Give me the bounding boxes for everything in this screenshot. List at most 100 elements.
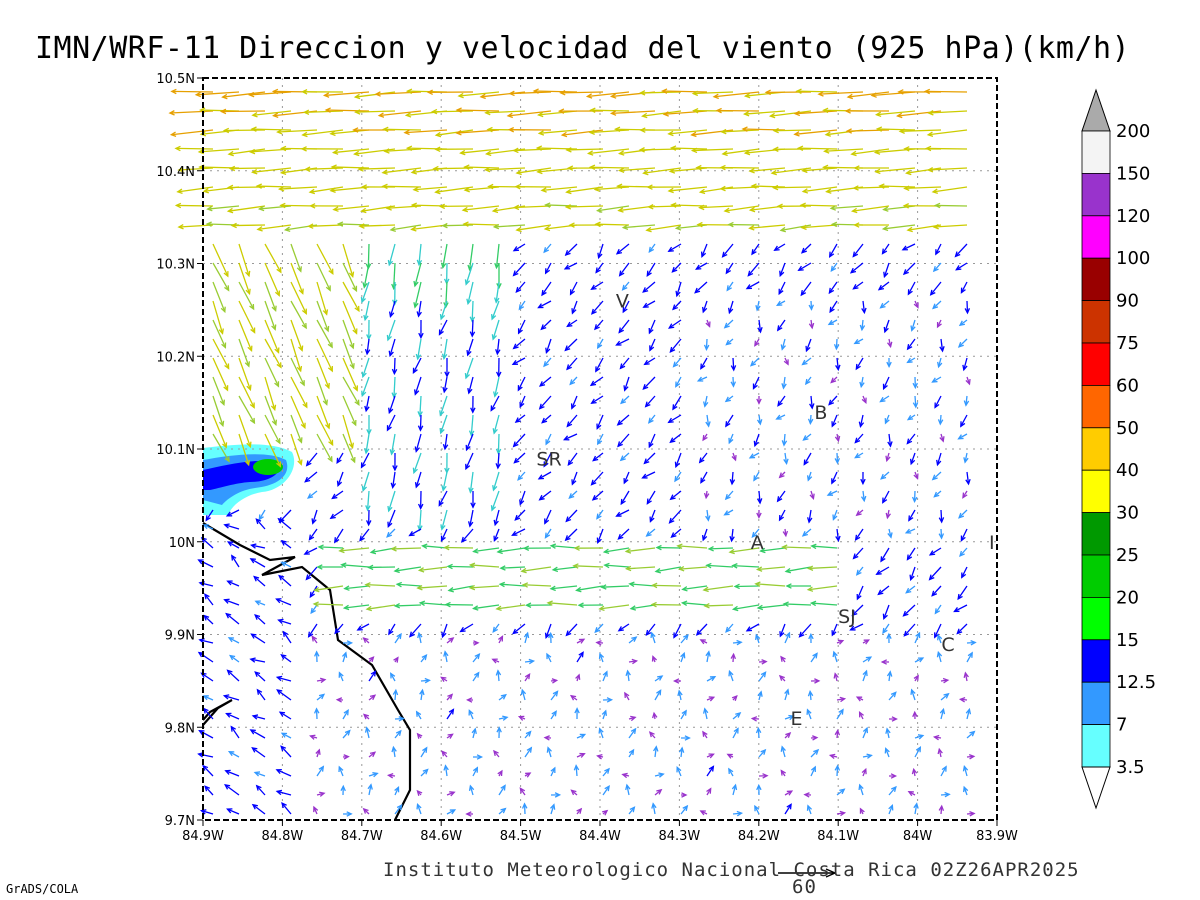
wind-arrow [600,584,630,590]
wind-arrow [468,471,474,494]
wind-arrow [702,433,708,442]
wind-arrow [931,471,942,481]
wind-arrow [446,733,454,739]
wind-arrow [960,281,968,294]
wind-arrow [758,748,767,758]
wind-arrow [690,147,734,154]
wind-arrow [316,433,333,463]
wind-arrow [362,807,370,815]
wind-arrow [512,623,526,635]
wind-arrow [680,709,687,720]
wind-arrow [342,604,370,611]
wind-arrow [884,747,890,758]
wind-arrow [680,804,689,815]
wind-arrow [386,528,396,538]
wind-arrow [831,414,838,428]
wind-arrow [367,783,373,796]
wind-arrow [592,452,604,462]
wind-arrow [650,601,682,608]
wind-arrow [569,694,578,701]
wind-arrow [574,707,580,720]
wind-arrow [879,300,890,309]
wind-arrow [958,509,968,519]
wind-arrow [571,471,578,486]
wind-arrow [202,524,214,530]
wind-arrow [705,650,711,663]
wind-arrow [250,633,266,644]
wind-arrow [903,185,942,191]
wind-arrow [712,91,760,100]
wind-arrow [227,148,266,157]
wind-arrow [619,452,630,462]
wind-arrow [877,585,890,596]
wind-arrow [389,433,396,456]
wind-arrow [728,767,734,777]
wind-arrow [493,376,500,398]
wind-arrow [846,91,890,100]
wind-arrow [859,376,865,389]
wind-arrow [231,554,240,568]
wind-arrow [750,183,786,189]
wind-arrow [557,108,604,114]
wind-arrow [169,129,214,137]
wind-arrow [417,395,423,418]
wind-arrow [221,91,266,100]
wind-arrow [545,338,552,355]
wind-arrow [342,395,357,427]
colorbar-bottom-arrow-icon [1081,766,1111,810]
wind-arrow [459,623,474,633]
wind-arrow [912,395,919,409]
wind-arrow [958,319,968,327]
wind-arrow [564,204,604,210]
wind-arrow [251,110,292,118]
wind-arrow [342,414,355,450]
wind-arrow [855,696,864,702]
wind-arrow [733,583,760,590]
wind-arrow [415,710,422,720]
wind-arrow [618,262,630,277]
wind-arrow [642,167,682,176]
wind-arrow [698,204,734,211]
colorbar-label: 25 [1116,545,1139,566]
colorbar-swatch [1081,427,1111,471]
colorbar-swatch [1081,257,1111,302]
wind-arrow [446,693,454,701]
wind-arrow [416,300,422,318]
wind-arrow [910,319,916,332]
wind-arrow [569,281,578,296]
wind-arrow [219,108,266,115]
wind-arrow [731,694,738,702]
wind-arrow [515,167,552,176]
wind-arrow [549,543,578,549]
wind-arrow [888,773,898,779]
wind-arrow [550,710,557,720]
wind-arrow [517,715,526,721]
wind-arrow [594,221,630,228]
wind-arrow [853,165,890,171]
wind-arrow [678,746,685,758]
wind-arrow [776,203,812,210]
wind-arrow [667,243,682,252]
wind-arrow [680,651,686,663]
wind-arrow [307,623,318,638]
wind-arrow [519,787,526,796]
wind-arrow [853,222,890,228]
wind-arrow [966,730,976,739]
wind-arrow [728,433,734,445]
wind-arrow [238,262,251,296]
wind-arrow [799,202,838,208]
wind-arrow [364,582,396,588]
wind-arrow [699,639,708,645]
wind-arrow [669,433,682,444]
wind-arrow [438,203,474,210]
wind-arrow [464,262,474,286]
wind-arrow [783,357,789,366]
wind-arrow [804,376,812,386]
wind-arrow [414,471,422,489]
wind-arrow [331,148,370,155]
wind-arrow [593,186,630,192]
wind-arrow [290,243,302,273]
wind-arrow [455,107,500,113]
wind-arrow [212,338,230,370]
wind-arrow [363,300,370,322]
